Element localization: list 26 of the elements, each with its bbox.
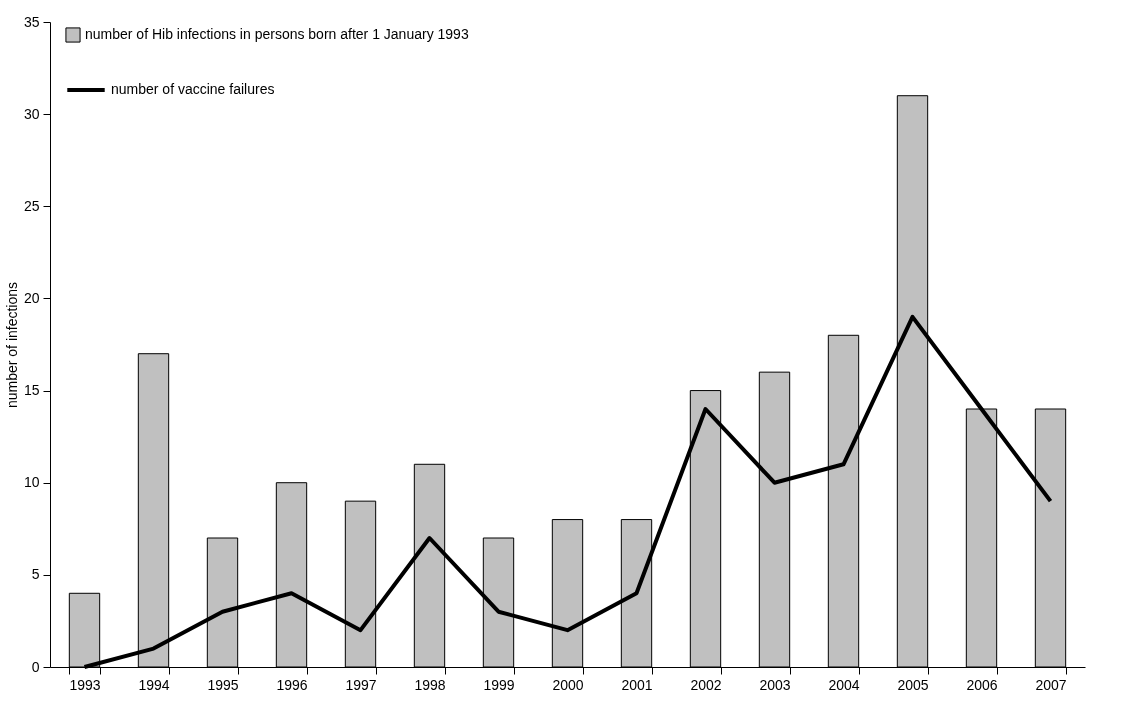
y-tick-label: 15 <box>23 382 40 399</box>
x-tick-label: 1993 <box>69 676 101 693</box>
x-tick-label: 1996 <box>276 676 308 693</box>
x-tick-label: 2007 <box>1035 676 1067 693</box>
y-tick-label: 25 <box>23 197 40 214</box>
legend-label: number of vaccine failures <box>111 81 275 97</box>
x-tick-label: 1998 <box>414 676 446 693</box>
y-tick-label: 30 <box>23 105 40 122</box>
x-tick-label: 2005 <box>897 676 929 693</box>
y-tick-label: 10 <box>23 474 40 491</box>
x-tick-label: 1997 <box>345 676 377 693</box>
legend-label: number of Hib infections in persons born after 1 January 1993 <box>85 26 469 42</box>
x-tick-label: 1999 <box>483 676 515 693</box>
x-tick-label: 1994 <box>138 676 170 693</box>
x-tick-label: 2004 <box>828 676 860 693</box>
x-tick-label: 2001 <box>621 676 653 693</box>
y-tick-label: 5 <box>31 566 40 583</box>
x-tick-label: 2000 <box>552 676 584 693</box>
y-axis-title: number of infections <box>3 281 20 409</box>
y-tick-label: 35 <box>23 13 40 30</box>
y-tick-label: 20 <box>23 289 40 306</box>
x-tick-label: 1995 <box>207 676 239 693</box>
x-tick-label: 2006 <box>966 676 998 693</box>
x-tick-label: 2002 <box>690 676 722 693</box>
x-tick-label: 2003 <box>759 676 791 693</box>
y-tick-label: 0 <box>31 658 40 675</box>
